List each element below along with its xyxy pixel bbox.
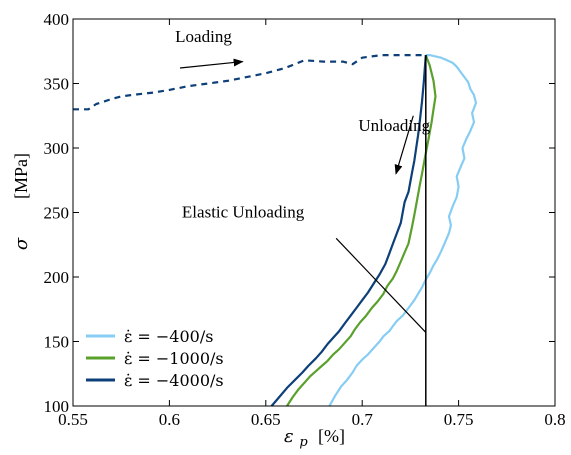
x-tick-label: 0.7 xyxy=(352,410,374,429)
annotation-arrow-1 xyxy=(179,58,244,69)
legend: ε̇ = −400/s ε̇ = −1000/s ε̇ = −4000/s xyxy=(86,327,224,390)
x-tick-label: 0.6 xyxy=(159,410,180,429)
y-tick-label: 100 xyxy=(44,397,70,416)
annotation-arrow-3 xyxy=(335,237,427,333)
x-tick-label: 0.65 xyxy=(251,410,281,429)
x-axis-symbol: ε xyxy=(284,426,294,447)
legend-label-3: ε̇ = −4000/s xyxy=(124,371,224,390)
series-line-1 xyxy=(328,53,478,407)
y-axis-title: σ xyxy=(11,237,32,250)
plot-frame xyxy=(72,18,556,407)
y-tick-label: 150 xyxy=(44,333,70,352)
x-tick-label: 0.55 xyxy=(58,410,88,429)
tick-layer: 0.55 0.6 0.65 0.7 0.75 0.8 100 150 200 250 300 350 4… xyxy=(44,10,566,429)
series-layer xyxy=(73,53,478,407)
y-tick-label: 400 xyxy=(44,10,70,29)
annotation-label-1: Loading xyxy=(175,27,232,46)
annotation-layer: Loading Unloading Elastic Unloading xyxy=(175,27,431,333)
y-tick-label: 300 xyxy=(44,139,70,158)
annotation-label-2: Unloading xyxy=(358,116,430,135)
series-line-3 xyxy=(270,55,427,407)
legend-label-2: ε̇ = −1000/s xyxy=(124,349,224,368)
series-line-4 xyxy=(73,53,426,111)
y-tick-label: 200 xyxy=(44,268,70,287)
y-tick-label: 250 xyxy=(44,204,70,223)
x-tick-label: 0.75 xyxy=(444,410,474,429)
y-tick-label: 350 xyxy=(44,75,70,94)
x-tick-label: 0.8 xyxy=(544,410,565,429)
y-axis-symbol: σ xyxy=(11,237,32,250)
x-axis-subscript: p xyxy=(299,435,308,450)
annotation-arrow-2 xyxy=(394,115,414,175)
series-line-2 xyxy=(286,54,437,407)
annotation-label-3: Elastic Unloading xyxy=(182,203,305,222)
y-axis-unit: [MPa] xyxy=(11,153,31,199)
legend-label-1: ε̇ = −400/s xyxy=(124,327,213,346)
x-axis-unit: [%] xyxy=(318,426,345,446)
x-axis-title: ε p xyxy=(284,426,308,450)
